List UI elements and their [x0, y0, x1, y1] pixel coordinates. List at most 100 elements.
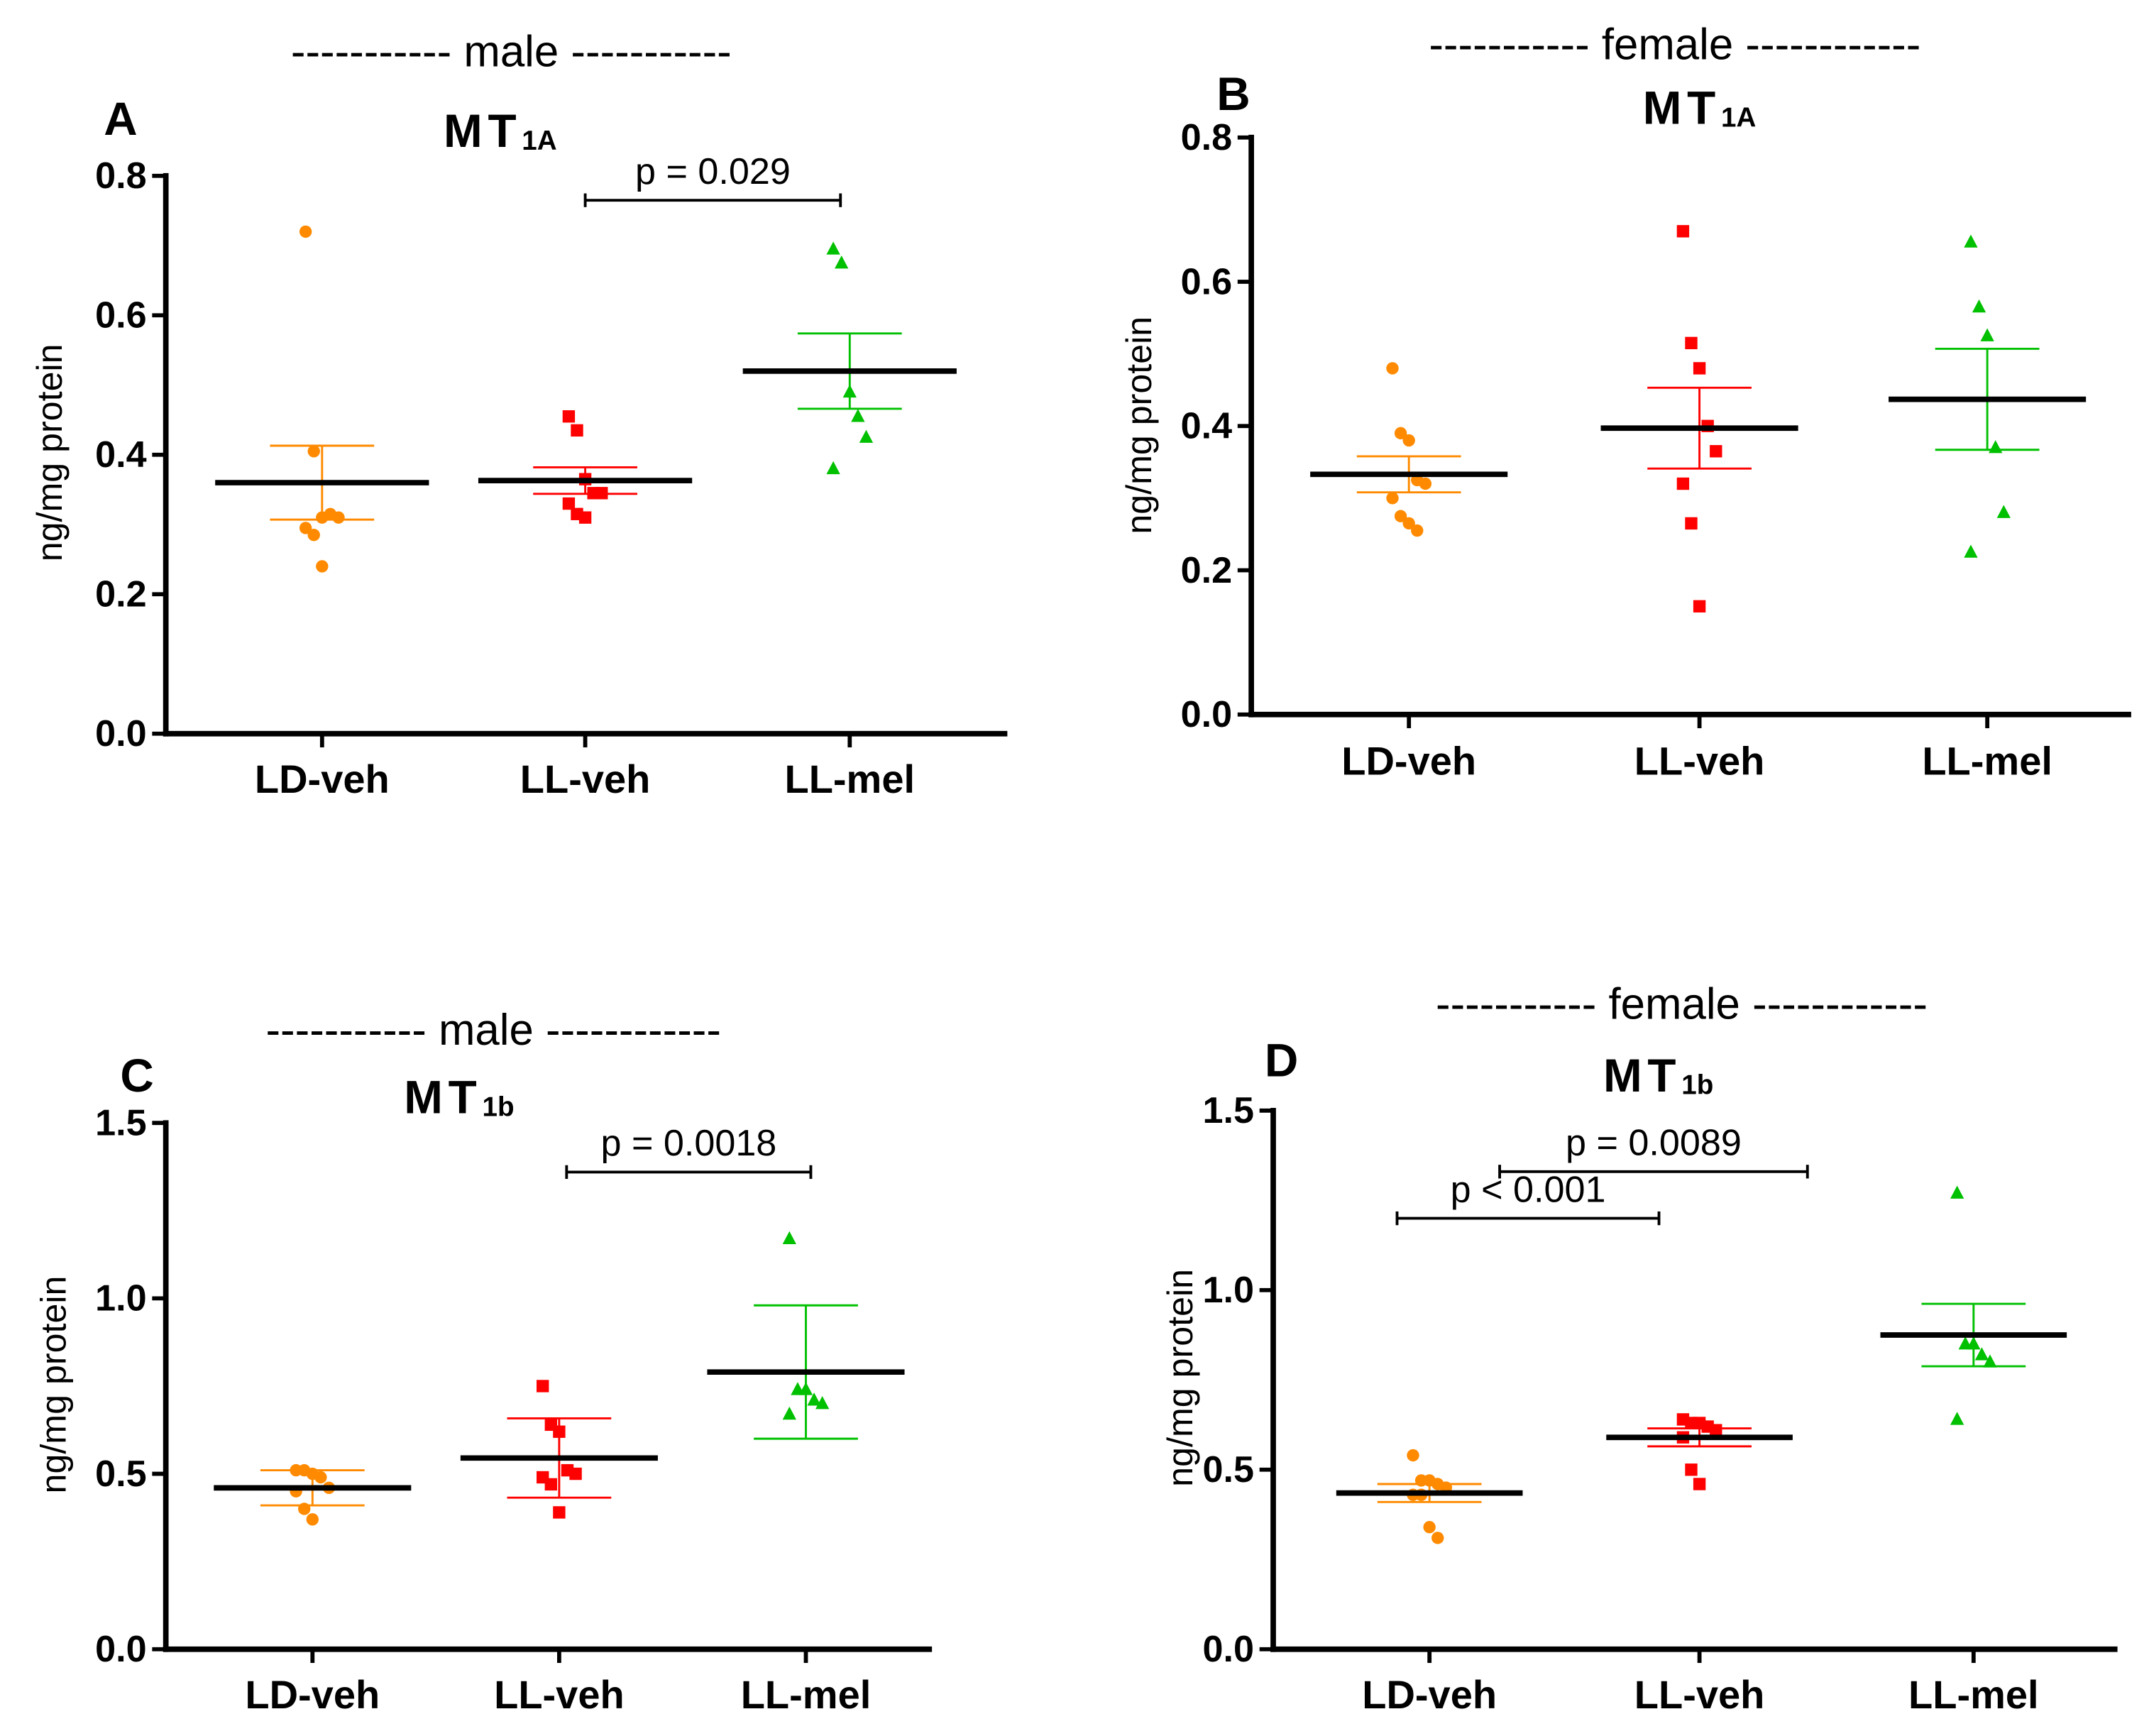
data-point-triangle — [1974, 1347, 1989, 1361]
y-tick-label: 0.4 — [1181, 406, 1232, 447]
data-point-square — [1685, 336, 1698, 350]
data-point-triangle — [1996, 505, 2011, 518]
data-point-triangle — [1964, 544, 1978, 558]
data-point-square — [1685, 517, 1698, 530]
data-point-square — [537, 1380, 549, 1392]
panel-title: MT1b — [1603, 1050, 1713, 1102]
panel-title: MT1b — [404, 1072, 514, 1124]
y-tick-label: 0.8 — [1181, 117, 1232, 158]
data-point-square — [1676, 225, 1690, 238]
data-point-triangle — [826, 461, 840, 475]
title-main: MT — [1603, 1050, 1681, 1102]
y-tick-label: 0.8 — [95, 155, 146, 197]
panel-c: ----------- male ------------ C MT1b ng/mg … — [34, 1006, 933, 1717]
sex-header: ----------- male ------------ — [265, 1006, 720, 1055]
y-tick-label: 0.0 — [1181, 694, 1232, 735]
data-point-circle — [1386, 362, 1399, 375]
data-point-circle — [306, 1513, 319, 1526]
y-tick-label: 0.2 — [1181, 550, 1232, 591]
data-point-triangle — [1950, 1412, 1964, 1425]
panel-title: MT1A — [1643, 82, 1757, 133]
data-point-circle — [314, 1471, 327, 1484]
panel-letter: B — [1216, 68, 1250, 120]
series-ld-veh — [214, 1463, 412, 1526]
data-point-triangle — [782, 1231, 796, 1245]
data-point-square — [544, 1478, 558, 1491]
sex-header: ----------- male ----------- — [291, 27, 732, 76]
data-point-square — [562, 497, 576, 510]
data-point-circle — [1394, 510, 1407, 522]
x-tick-label: LD-veh — [245, 1672, 380, 1717]
data-point-square — [1693, 1478, 1706, 1490]
series-ll-veh — [478, 410, 693, 524]
series-ll-veh — [1606, 1413, 1793, 1490]
series-ll-mel — [742, 241, 957, 475]
y-tick-label: 0.6 — [95, 295, 146, 336]
data-point-circle — [1411, 524, 1424, 537]
data-point-square — [1693, 600, 1706, 612]
data-point-circle — [1402, 434, 1415, 447]
title-main: MT — [1643, 82, 1721, 133]
y-tick-label: 0.4 — [95, 434, 146, 476]
data-point-triangle — [1964, 234, 1978, 248]
sex-header: ----------- female ------------ — [1436, 979, 1928, 1028]
data-point-triangle — [859, 429, 874, 443]
data-point-circle — [316, 560, 329, 573]
x-tick-label: LL-mel — [785, 757, 916, 801]
data-point-square — [1676, 477, 1690, 490]
x-tick-label: LL-veh — [494, 1672, 625, 1717]
y-tick-label: 0.6 — [1181, 261, 1232, 302]
y-tick-label: 0.0 — [95, 713, 146, 754]
panel-title: MT1A — [444, 105, 557, 157]
data-point-triangle — [807, 1392, 821, 1406]
y-tick-label: 1.5 — [95, 1103, 146, 1144]
data-point-triangle — [1983, 1354, 1997, 1368]
data-point-square — [578, 511, 592, 524]
data-point-triangle — [1972, 299, 1986, 313]
x-tick-label: LL-mel — [741, 1672, 872, 1717]
data-point-circle — [307, 529, 320, 542]
y-axis-label: ng/mg protein — [34, 1276, 74, 1494]
title-subscript: 1b — [483, 1092, 515, 1123]
data-point-triangle — [1950, 1185, 1964, 1199]
data-point-triangle — [826, 241, 840, 255]
p-value-label: p = 0.0018 — [600, 1123, 776, 1164]
data-point-triangle — [815, 1396, 830, 1410]
title-main: MT — [444, 105, 522, 157]
panel-a: ----------- male ----------- A MT1A ng/mg p… — [30, 27, 1008, 801]
sex-header: ----------- female ------------ — [1429, 21, 1920, 70]
title-subscript: 1b — [1681, 1070, 1713, 1101]
x-tick-label: LD-veh — [255, 757, 390, 801]
series-ld-veh — [215, 225, 429, 573]
p-value-label: p = 0.029 — [635, 151, 791, 192]
data-point-triangle — [851, 409, 865, 422]
series-ll-veh — [460, 1380, 658, 1519]
series-ll-mel — [707, 1231, 905, 1440]
data-point-circle — [332, 511, 345, 524]
data-point-circle — [1394, 427, 1407, 440]
y-tick-label: 1.0 — [95, 1278, 146, 1319]
data-point-circle — [1419, 477, 1432, 490]
data-point-square — [1710, 1424, 1722, 1436]
p-value-label: p = 0.0089 — [1566, 1123, 1742, 1164]
y-axis-label: ng/mg protein — [30, 344, 70, 561]
x-tick-label: LD-veh — [1362, 1672, 1497, 1717]
y-tick-label: 0.0 — [1203, 1629, 1254, 1670]
data-point-circle — [1407, 1449, 1419, 1462]
series-ld-veh — [1336, 1449, 1523, 1544]
data-point-square — [569, 1467, 582, 1480]
x-tick-label: LL-veh — [1634, 1672, 1765, 1717]
series-ll-mel — [1880, 1185, 2067, 1425]
x-tick-label: LL-mel — [1908, 1672, 2039, 1717]
data-point-circle — [299, 522, 312, 534]
panel-letter: C — [120, 1050, 153, 1102]
series-ll-mel — [1889, 234, 2087, 558]
data-point-circle — [1423, 1521, 1436, 1534]
y-axis-label: ng/mg protein — [1119, 317, 1159, 534]
p-value-label: p < 0.001 — [1451, 1169, 1606, 1210]
data-point-circle — [1431, 1532, 1444, 1544]
data-point-triangle — [1980, 328, 1994, 341]
data-point-circle — [1386, 492, 1399, 505]
x-tick-label: LL-veh — [1634, 739, 1765, 784]
